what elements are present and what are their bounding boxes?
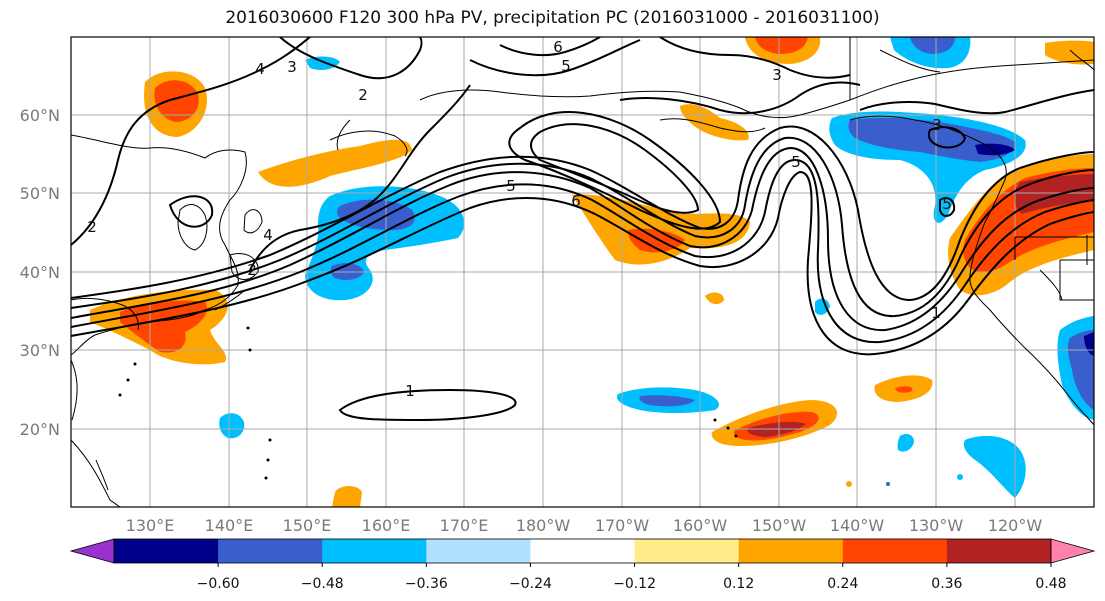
- colorbar-tick-label: −0.48: [301, 576, 344, 592]
- contour-label: 1: [405, 382, 415, 400]
- gridlines: [71, 37, 1094, 507]
- lon-label: 140°W: [830, 516, 885, 535]
- colorbar-segment: [946, 539, 1052, 563]
- colorbar-segment: [322, 539, 427, 563]
- colorbar: −0.60 −0.48 −0.36 −0.24 −0.12 0.12 0.24 0.36 0.4…: [69, 538, 1096, 592]
- colorbar-frame: [113, 538, 1052, 564]
- lon-label: 170°E: [440, 516, 489, 535]
- lon-label: 160°W: [673, 516, 728, 535]
- map-frame: [70, 36, 1095, 508]
- contour-label: 3: [932, 116, 942, 134]
- colorbar-segment: [530, 539, 636, 563]
- lon-label: 160°E: [362, 516, 411, 535]
- colorbar-tick-label: −0.60: [197, 576, 240, 592]
- contour-label: 5: [791, 153, 801, 171]
- contour-label: 5: [506, 177, 516, 195]
- contour-label: 3: [287, 58, 297, 76]
- lat-label: 30°N: [20, 341, 60, 360]
- colorbar-tick-label: −0.12: [613, 576, 656, 592]
- contour-label: 2: [358, 86, 368, 104]
- colorbar-segment: [114, 539, 219, 563]
- contour-label: 4: [255, 60, 265, 78]
- contour-label: 6: [571, 192, 581, 210]
- colorbar-segment: [634, 539, 740, 563]
- chart-title: 2016030600 F120 300 hPa PV, precipitatio…: [225, 8, 880, 28]
- colorbar-tick-label: 0.24: [827, 576, 858, 592]
- coastlines: [71, 37, 1094, 507]
- colorbar-extend-high: [1050, 538, 1096, 564]
- lon-label: 140°E: [205, 516, 254, 535]
- colorbar-tick-label: 0.48: [1035, 576, 1066, 592]
- colorbar-tick-label: −0.36: [405, 576, 448, 592]
- lon-label: 150°E: [283, 516, 332, 535]
- island-dots: [118, 326, 738, 480]
- colorbar-extend-low: [69, 538, 115, 564]
- lon-label: 130°W: [909, 516, 964, 535]
- colorbar-segment: [218, 539, 323, 563]
- lat-axis: 60°N 50°N 40°N 30°N 20°N: [20, 106, 60, 439]
- lon-label: 170°W: [595, 516, 650, 535]
- colorbar-tick-label: 0.12: [723, 576, 754, 592]
- contour-label: 6: [553, 38, 563, 56]
- pv-contours: [71, 37, 1094, 422]
- lat-label: 50°N: [20, 184, 60, 203]
- lat-label: 40°N: [20, 263, 60, 282]
- colorbar-segment: [426, 539, 531, 563]
- lon-axis: 130°E 140°E 150°E 160°E 170°E 180°W 170°…: [126, 516, 1043, 535]
- lon-label: 180°W: [516, 516, 571, 535]
- contour-label: 2: [247, 261, 257, 279]
- contour-label: 5: [561, 57, 571, 75]
- colorbar-tick-label: −0.24: [509, 576, 552, 592]
- contour-label: 5: [942, 195, 952, 213]
- contour-label: 2: [87, 218, 97, 236]
- lon-label: 120°W: [988, 516, 1043, 535]
- lat-label: 60°N: [20, 106, 60, 125]
- lon-label: 150°W: [752, 516, 807, 535]
- lat-label: 20°N: [20, 420, 60, 439]
- contour-label: 3: [772, 66, 782, 84]
- contour-label: 1: [931, 304, 941, 322]
- contour-labels: 1 1 2 2 2 3 3 3 4 4 5 5 5 5 6 6: [87, 38, 952, 400]
- colorbar-tick-label: 0.36: [931, 576, 962, 592]
- contour-label: 4: [263, 226, 273, 244]
- colorbar-segment: [842, 539, 948, 563]
- colorbar-segment: [738, 539, 844, 563]
- lon-label: 130°E: [126, 516, 175, 535]
